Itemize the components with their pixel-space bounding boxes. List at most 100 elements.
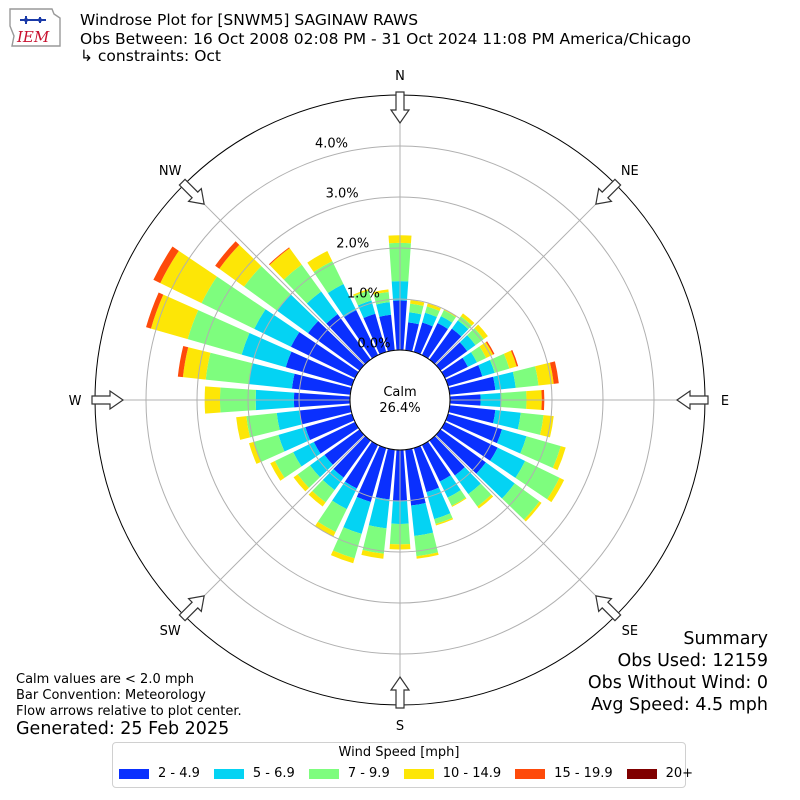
bar-dir250-bin2	[253, 434, 285, 462]
bar-dir50-bin0	[435, 342, 468, 371]
bar-dir320-bin2	[283, 264, 322, 304]
bar-dir210-bin0	[344, 441, 379, 489]
calm-definition-note: Calm values are < 2.0 mph	[16, 672, 195, 687]
bar-dir50-bin1	[459, 335, 476, 352]
bar-dir50-bin3	[474, 324, 488, 340]
bar-dir260-bin2	[246, 412, 280, 438]
bar-dir300-bin3	[160, 250, 217, 304]
bar-dir80-bin4	[549, 361, 559, 384]
bar-dir60-bin2	[471, 346, 487, 363]
bar-dir200-bin3	[330, 550, 355, 564]
bar-dir110-bin2	[520, 436, 561, 469]
bar-dir100-bin2	[517, 412, 544, 435]
bar-dir10-bin3	[410, 300, 425, 306]
bar-dir120-bin1	[490, 447, 526, 478]
chart-subtitle: Obs Between: 16 Oct 2008 02:08 PM - 31 O…	[80, 30, 691, 48]
bar-dir350-bin1	[376, 302, 392, 317]
bar-dir70-bin2	[489, 353, 510, 373]
bar-dir310-bin4	[215, 241, 240, 269]
bar-dir320-bin0	[326, 314, 371, 365]
bar-dir10-bin1	[408, 312, 422, 325]
bar-dir40-bin3	[460, 313, 475, 326]
legend-swatch	[119, 768, 149, 779]
calm-circle	[349, 349, 451, 451]
radial-tick-label: 4.0%	[315, 137, 348, 152]
bar-dir160-bin0	[413, 445, 440, 493]
bar-dir240-bin2	[274, 452, 302, 478]
bar-dir300-bin4	[153, 246, 179, 284]
flow-arrow-180	[389, 675, 411, 709]
bar-dir200-bin0	[356, 445, 387, 502]
bar-dir190-bin3	[361, 549, 384, 559]
spoke-225	[183, 435, 365, 617]
generated-date: Generated: 25 Feb 2025	[16, 719, 230, 739]
bar-dir340-bin3	[353, 289, 369, 297]
bar-dir220-bin2	[312, 479, 335, 503]
bar-dir190-bin2	[362, 525, 387, 554]
flow-arrow-225	[178, 595, 205, 622]
bar-dir340-bin0	[363, 313, 387, 355]
bar-dir30-bin1	[437, 316, 453, 329]
bar-dir140-bin1	[454, 467, 481, 495]
bar-dir110-bin1	[496, 429, 527, 454]
bar-dir160-bin3	[435, 517, 454, 526]
legend-swatch	[403, 768, 434, 779]
bar-dir10-bin2	[409, 303, 424, 315]
bar-dir170-bin2	[414, 532, 439, 557]
bar-dir80-bin2	[512, 366, 539, 388]
bar-dir300-bin2	[201, 276, 266, 329]
direction-label-SW: SW	[160, 624, 181, 639]
direction-label-NW: NW	[159, 164, 182, 179]
bar-dir230-bin2	[297, 465, 321, 488]
radial-tick-label: 1.0%	[347, 286, 380, 301]
bar-dir320-bin1	[306, 291, 338, 324]
bar-dir20-bin3	[426, 303, 441, 311]
bar-dir70-bin4	[510, 349, 519, 367]
bar-dir300-bin0	[290, 332, 359, 379]
summary-avg-speed: Avg Speed: 4.5 mph	[591, 695, 768, 715]
radial-tick-label: 0.0%	[357, 336, 390, 351]
bar-dir240-bin0	[313, 421, 359, 454]
legend-title: Wind Speed [mph]	[338, 745, 460, 760]
bar-dir290-bin2	[187, 310, 250, 355]
legend-item-5: 20+	[626, 766, 693, 781]
bar-dir140-bin2	[468, 483, 492, 507]
bar-dir120-bin0	[441, 421, 498, 461]
bar-dir110-bin0	[445, 413, 502, 444]
spoke-315	[183, 183, 365, 365]
bar-dir320-bin4	[268, 247, 290, 265]
direction-label-N: N	[395, 69, 405, 84]
bar-dir250-bin0	[305, 413, 355, 441]
bar-dir310-bin3	[219, 244, 262, 287]
bar-dir220-bin3	[308, 490, 326, 507]
legend-items: 2 - 4.9 5 - 6.9 7 - 9.9 10 - 14.9 15 - 19.9 2…	[119, 766, 693, 781]
summary-obs-without-wind: Obs Without Wind: 0	[587, 673, 768, 693]
bar-dir330-bin3	[307, 251, 333, 272]
flow-arrow-90	[675, 389, 709, 411]
bar-dir30-bin3	[443, 309, 457, 318]
legend-item-1: 5 - 6.9	[213, 766, 295, 781]
bar-dir160-bin2	[434, 513, 453, 525]
bar-dir50-bin2	[467, 328, 484, 346]
bar-dir290-bin3	[150, 294, 199, 340]
direction-label-SE: SE	[622, 624, 638, 639]
bar-convention-note: Bar Convention: Meteorology	[16, 688, 206, 703]
bar-dir280-bin4	[177, 345, 189, 378]
bar-dir330-bin2	[313, 261, 344, 294]
bar-dir100-bin0	[448, 405, 496, 424]
bar-dir20-bin1	[422, 312, 437, 327]
bar-dir70-bin3	[503, 350, 517, 369]
calm-value: 26.4%	[379, 401, 420, 416]
bar-dir190-bin0	[375, 448, 395, 500]
direction-label-NE: NE	[621, 164, 639, 179]
bar-dir40-bin0	[429, 328, 462, 365]
bar-dir200-bin1	[343, 496, 371, 534]
bar-dir250-bin1	[278, 427, 311, 452]
bar-dir340-bin1	[357, 300, 376, 318]
bar-dir290-bin1	[241, 332, 292, 368]
bar-dir340-bin2	[353, 290, 372, 306]
flow-arrow-315	[178, 178, 205, 205]
legend-swatch	[626, 768, 657, 779]
bar-dir70-bin1	[478, 359, 495, 377]
bar-dir20-bin0	[413, 322, 433, 355]
